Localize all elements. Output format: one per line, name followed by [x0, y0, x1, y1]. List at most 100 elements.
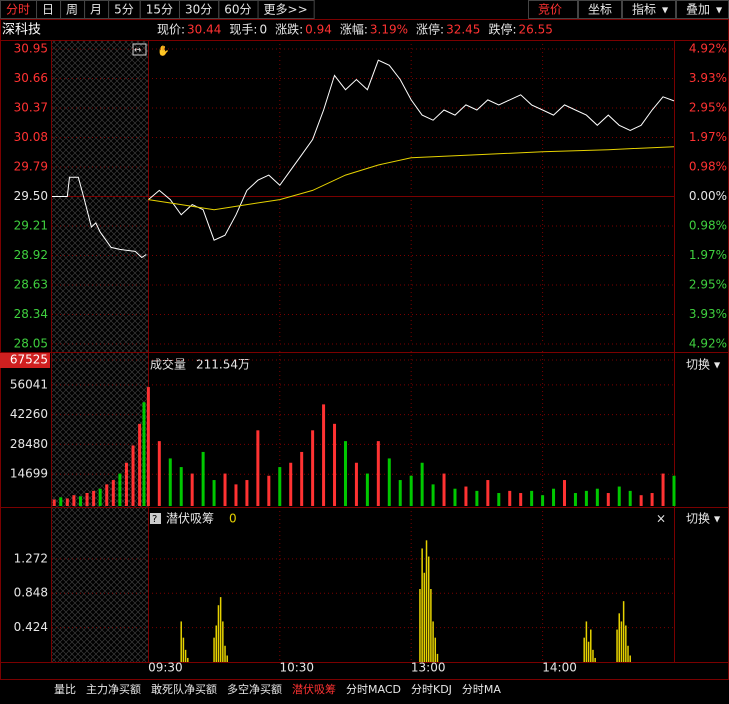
bar	[187, 657, 189, 662]
indicator-tab[interactable]: 潜伏吸筹	[292, 682, 336, 696]
hand-icon: ✋	[157, 44, 169, 57]
bar	[124, 462, 128, 506]
quote-label: 现手:	[229, 23, 257, 37]
y2-tick-label: 4.92%	[689, 42, 727, 56]
y-tick-label: 28.05	[14, 337, 48, 351]
bar	[376, 441, 380, 506]
quote-label: 涨停:	[416, 22, 444, 37]
x-tick-label: 13:00	[411, 661, 446, 675]
bar	[398, 480, 402, 506]
switch-button[interactable]: 切换	[686, 512, 710, 526]
bar	[430, 589, 432, 662]
frames	[0, 19, 729, 680]
bar	[256, 430, 260, 506]
tab[interactable]: 60分	[224, 3, 251, 17]
indicator-tab[interactable]: 主力净买额	[86, 682, 141, 696]
y-tick-label: 67525	[10, 353, 48, 367]
bar	[343, 441, 347, 506]
y2-tick-label: 4.92%	[689, 337, 727, 351]
y2-tick-label: 1.97%	[689, 248, 727, 262]
bar	[179, 467, 183, 506]
tab[interactable]: 5分	[114, 3, 134, 17]
bar	[423, 572, 426, 662]
tool-button[interactable]: 叠加	[686, 3, 710, 17]
bar	[508, 490, 512, 506]
y-tick-label: 30.66	[14, 71, 48, 85]
bar	[573, 493, 577, 506]
bar	[584, 490, 588, 506]
bar	[131, 445, 135, 506]
indicator-tab[interactable]: 敢死队净买额	[151, 682, 217, 696]
y-tick-label: 30.37	[14, 101, 48, 115]
bar	[616, 629, 618, 662]
bar	[105, 484, 109, 506]
y2-tick-label: 2.95%	[689, 101, 727, 115]
bar	[212, 480, 216, 506]
y-tick-label: 1.272	[14, 551, 48, 565]
bar	[215, 625, 218, 662]
indicator-tab[interactable]: 多空净买额	[227, 682, 282, 696]
bar	[409, 475, 413, 506]
y-tick-label: 28.63	[14, 278, 48, 292]
bar	[65, 498, 69, 506]
bar	[78, 496, 82, 506]
bar	[427, 556, 430, 662]
tool-button[interactable]: 指标	[632, 2, 656, 17]
bar	[436, 653, 439, 662]
bar	[595, 488, 599, 506]
y2-tick-label: 0.00%	[689, 189, 727, 203]
bar	[672, 475, 676, 506]
help-icon[interactable]	[150, 513, 161, 524]
y-tick-label: 0.848	[14, 586, 48, 600]
tool-button[interactable]: 坐标	[588, 3, 612, 17]
switch-button[interactable]: 切换	[686, 358, 710, 372]
bar	[138, 423, 142, 506]
indicator-tab[interactable]: 分时KDJ	[411, 683, 452, 696]
y-tick-label: 30.08	[14, 130, 48, 144]
price-line	[148, 146, 675, 211]
bar	[618, 613, 620, 662]
tab[interactable]: 更多>>	[264, 3, 308, 17]
x-tick-label: 09:30	[148, 661, 183, 675]
bar	[180, 621, 182, 662]
tab[interactable]: 周	[66, 3, 78, 17]
tool-button[interactable]: 竞价	[538, 3, 562, 17]
bar	[562, 480, 566, 506]
indicator-tab[interactable]: 分时MACD	[346, 683, 401, 696]
bar	[289, 462, 293, 506]
y2-tick-label: 2.95%	[689, 277, 727, 291]
quote-value: 0	[259, 23, 267, 37]
tab[interactable]: 日	[42, 3, 54, 17]
indicator-tab[interactable]: 分时MA	[462, 683, 501, 696]
bar	[267, 475, 271, 506]
tab[interactable]: 15分	[146, 3, 173, 17]
bar	[213, 637, 215, 662]
quote-label: 现价:	[157, 23, 185, 37]
bar	[497, 493, 501, 506]
bar	[92, 490, 96, 506]
bar	[475, 490, 479, 506]
y2-tick-label: 1.97%	[689, 130, 727, 144]
bar	[146, 387, 150, 506]
bar	[464, 486, 468, 506]
close-icon[interactable]: ×	[656, 512, 666, 526]
bar	[354, 462, 358, 506]
tab[interactable]: 月	[90, 3, 102, 17]
indicator-tab[interactable]: 量比	[54, 683, 76, 696]
tab-border	[257, 0, 315, 19]
bar	[59, 497, 63, 506]
bar	[278, 467, 282, 506]
indicator-title: 潜伏吸筹	[166, 512, 214, 526]
y-tick-label: 30.95	[14, 42, 48, 56]
bar	[245, 480, 249, 506]
bar	[182, 637, 185, 662]
tab[interactable]: 分时	[6, 3, 30, 17]
y2-tick-label: 0.98%	[689, 218, 727, 232]
bar	[587, 641, 590, 662]
bar	[552, 488, 556, 506]
quote-label: 涨幅:	[340, 22, 368, 37]
volume-title: 成交量	[150, 357, 186, 372]
tab[interactable]: 30分	[185, 3, 212, 17]
bar	[541, 495, 545, 506]
